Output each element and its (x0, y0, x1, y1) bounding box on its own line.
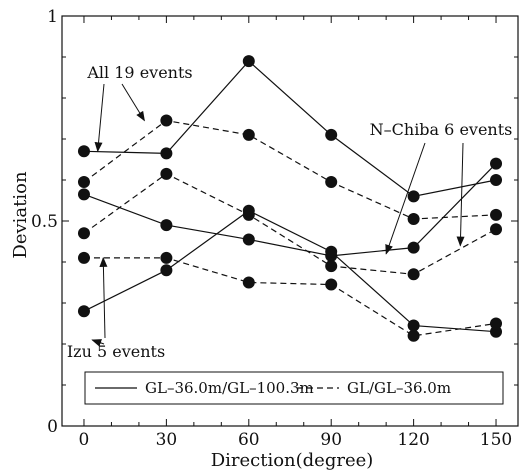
series-line (83, 119, 497, 220)
data-point (407, 190, 420, 203)
annotation-arrow (99, 256, 108, 339)
data-point (407, 319, 420, 332)
annotations-layer: All 19 events N–Chiba 6 events Izu 5 event… (67, 63, 513, 361)
annotation-arrow (94, 83, 105, 153)
series-line (83, 60, 497, 198)
data-point (407, 268, 420, 281)
legend-box (84, 371, 504, 405)
x-axis-title: Direction(degree) (211, 450, 374, 471)
series-group (77, 114, 503, 225)
series-group (77, 251, 503, 342)
data-point (490, 208, 503, 221)
annotation-label: All 19 events (86, 63, 192, 82)
data-point (490, 325, 503, 338)
annotation-label: N–Chiba 6 events (370, 120, 513, 139)
annotation-arrow (121, 83, 145, 122)
data-point (77, 251, 90, 264)
annotation-label: Izu 5 events (67, 342, 165, 361)
x-tick-label: 120 (397, 430, 429, 450)
series-group (77, 204, 503, 338)
data-point (407, 212, 420, 225)
data-point (490, 157, 503, 170)
data-point (325, 245, 338, 258)
ticks-layer: 0 30 60 90 120 150 0 0.5 1 (31, 7, 518, 450)
data-point (242, 128, 255, 141)
data-point (242, 204, 255, 217)
y-tick-label: 0.5 (31, 212, 58, 232)
data-point (77, 305, 90, 318)
data-point (325, 278, 338, 291)
y-tick-label: 0 (47, 417, 58, 437)
series-layer (77, 55, 503, 342)
data-point (77, 145, 90, 158)
series-group (77, 157, 503, 262)
x-tick-label: 150 (480, 430, 512, 450)
legend-label: GL/GL–36.0m (347, 379, 451, 397)
x-tick-label: 0 (79, 430, 90, 450)
data-point (325, 260, 338, 273)
y-tick-label: 1 (47, 7, 58, 27)
x-tick-label: 30 (156, 430, 178, 450)
data-point (160, 147, 173, 160)
annotation-arrow (456, 142, 465, 247)
data-point (325, 176, 338, 189)
annotation-arrow (91, 339, 105, 347)
data-point (242, 276, 255, 289)
data-point (490, 317, 503, 330)
data-point (160, 167, 173, 180)
data-point (77, 188, 90, 201)
series-line (83, 163, 497, 257)
legend-label: GL–36.0m/GL–100.3m (145, 379, 314, 397)
series-group (77, 167, 503, 281)
x-tick-label: 90 (320, 430, 342, 450)
data-point (490, 174, 503, 186)
legend-layer: GL–36.0m/GL–100.3m GL/GL–36.0m (84, 371, 504, 405)
data-point (325, 128, 338, 141)
data-point (407, 329, 420, 342)
series-group (77, 55, 503, 203)
data-point (407, 241, 420, 254)
series-line (83, 173, 497, 275)
data-point (77, 227, 90, 240)
data-point (242, 55, 255, 68)
data-point (160, 114, 173, 127)
series-line (83, 257, 497, 337)
data-point (490, 223, 503, 236)
x-tick-label: 60 (238, 430, 260, 450)
data-point (242, 233, 255, 246)
data-point (160, 264, 173, 277)
annotation-arrow (385, 142, 426, 255)
data-point (160, 251, 173, 264)
data-point (160, 219, 173, 232)
series-line (83, 210, 497, 333)
data-point (77, 176, 90, 189)
y-axis-title: Deviation (10, 171, 31, 259)
